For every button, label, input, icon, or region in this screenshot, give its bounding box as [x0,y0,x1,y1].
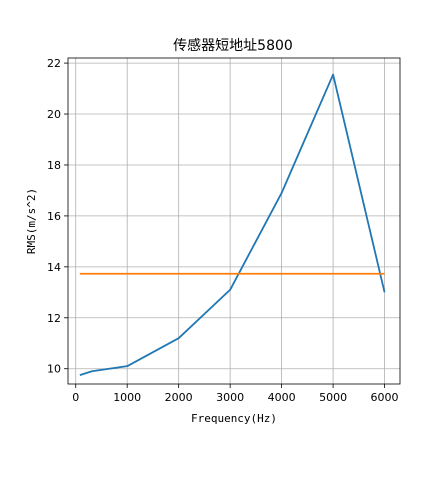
y-tick-label: 20 [47,108,61,121]
x-tick-label: 1000 [113,391,141,404]
x-tick-label: 6000 [371,391,399,404]
y-tick-label: 16 [47,210,61,223]
x-tick-label: 4000 [268,391,296,404]
x-tick-label: 2000 [165,391,193,404]
chart-title: 传感器短地址5800 [173,37,293,54]
plot-frame [67,57,401,385]
x-tick-label: 3000 [216,391,244,404]
x-tick-label: 5000 [319,391,347,404]
y-axis-label: RMS(m/s^2) [25,188,38,254]
y-tick-label: 22 [47,57,61,70]
x-axis-label: Frequency(Hz) [191,412,277,425]
series-line-1 [79,73,386,376]
y-tick-label: 10 [47,363,61,376]
y-tick-label: 18 [47,159,61,172]
x-tick-label: 0 [72,391,79,404]
y-tick-label: 12 [47,312,61,325]
y-tick-label: 14 [47,261,61,274]
